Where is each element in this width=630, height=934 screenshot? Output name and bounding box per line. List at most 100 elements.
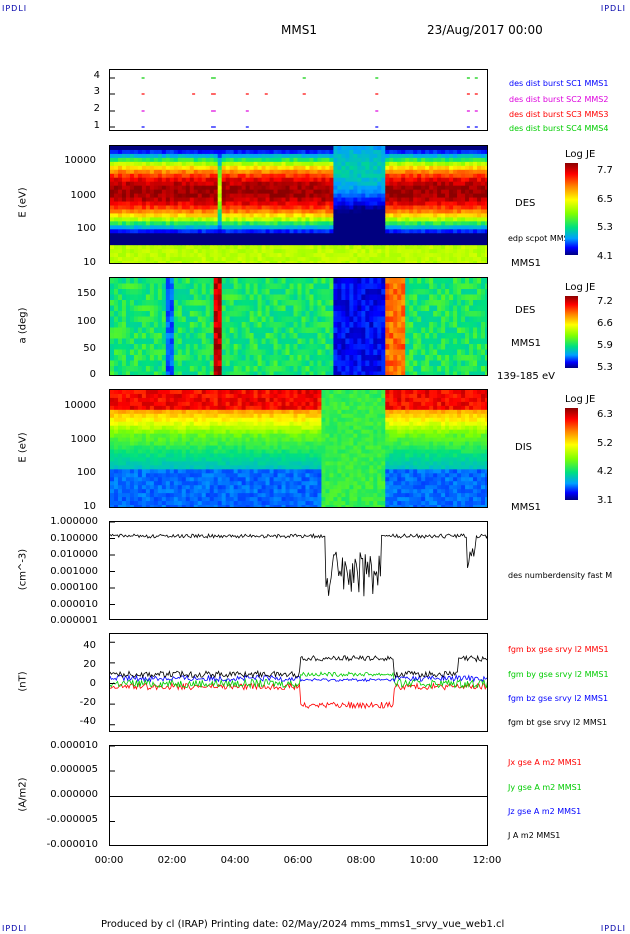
spectrogram-cell	[129, 237, 135, 242]
spectrogram-cell	[333, 316, 338, 323]
spectrogram-cell	[277, 169, 283, 175]
spectrogram-cell	[181, 349, 187, 356]
spectrogram-cell	[481, 165, 486, 171]
spectrogram-cell	[285, 241, 291, 246]
spectrogram-cell	[349, 366, 354, 373]
spectrogram-cell	[261, 249, 267, 254]
spectrogram-cell	[133, 344, 139, 351]
spectrogram-cell	[245, 289, 251, 296]
spectrogram-cell	[413, 173, 418, 179]
spectrogram-cell	[321, 221, 327, 226]
spectrogram-cell	[313, 193, 319, 199]
spectrogram-cell	[145, 390, 151, 395]
spectrogram-cell	[465, 161, 470, 167]
spectrogram-cell	[253, 327, 259, 334]
spectrogram-cell	[181, 283, 187, 290]
spectrogram-cell	[313, 355, 319, 362]
spectrogram-cell	[113, 457, 119, 462]
spectrogram-cell	[301, 153, 307, 159]
spectrogram-cell	[161, 197, 167, 203]
spectrogram-cell	[441, 355, 446, 362]
spectrogram-cell	[389, 344, 394, 351]
spectrogram-cell	[141, 505, 147, 507]
spectrogram-cell	[117, 294, 123, 301]
corner-label-top-right: IPDLI	[600, 4, 626, 13]
spectrogram-cell	[453, 181, 458, 187]
spectrogram-cell	[481, 201, 486, 207]
spectrogram-cell	[465, 344, 470, 351]
spectrogram-cell	[401, 300, 406, 307]
spectrogram-cell	[273, 153, 279, 159]
spectrogram-cell	[393, 217, 398, 222]
spectrogram-cell	[193, 311, 199, 318]
spectrogram-cell	[425, 165, 430, 171]
spectrogram-cell	[341, 294, 346, 301]
spectrogram-cell	[425, 355, 430, 362]
spectrogram-cell	[189, 327, 195, 334]
spectrogram-cell	[257, 225, 263, 230]
spectrogram-cell	[277, 249, 283, 254]
spectrogram-cell	[205, 229, 211, 234]
spectrogram-cell	[173, 261, 179, 263]
spectrogram-cell	[177, 360, 183, 367]
spectrogram-cell	[265, 189, 271, 195]
spectrogram-cell	[453, 213, 458, 218]
spectrogram-cell	[293, 371, 299, 375]
spectrogram-cell	[237, 278, 243, 285]
spectrogram-cell	[457, 249, 462, 254]
spectrogram-cell	[225, 217, 231, 222]
spectrogram-cell	[461, 249, 466, 254]
spectrogram-cell	[121, 253, 127, 258]
spectrogram-cell	[149, 185, 155, 191]
spectrogram-cell	[225, 209, 231, 215]
spectrogram-cell	[193, 185, 199, 191]
spectrogram-cell	[169, 237, 175, 242]
spectrogram-cell	[269, 327, 275, 334]
spectrogram-cell	[197, 360, 203, 367]
spectrogram-cell	[293, 229, 299, 234]
spectrogram-cell	[337, 221, 342, 226]
spectrogram-cell	[185, 197, 191, 203]
spectrogram-cell	[281, 233, 287, 238]
spectrogram-cell	[117, 366, 123, 373]
spectrogram-cell	[445, 333, 450, 340]
spectrogram-cell	[117, 146, 123, 151]
spectrogram-cell	[141, 169, 147, 175]
spectrogram-cell	[110, 485, 115, 490]
spectrogram-cell	[281, 149, 287, 155]
spectrogram-cell	[317, 185, 323, 191]
spectrogram-cell	[433, 233, 438, 238]
spectrogram-cell	[445, 241, 450, 246]
spectrogram-cell	[137, 245, 143, 250]
spectrogram-cell	[121, 390, 127, 395]
spectrogram-cell	[381, 349, 386, 356]
spectrogram-cell	[253, 338, 259, 345]
spectrogram-cell	[153, 461, 159, 466]
spectrogram-cell	[441, 146, 446, 151]
spectrogram-cell	[197, 213, 203, 218]
spectrogram-cell	[129, 229, 135, 234]
spectrogram-cell	[153, 213, 159, 218]
spectrogram-cell	[441, 173, 446, 179]
spectrogram-cell	[309, 253, 315, 258]
spectrogram-cell	[389, 322, 394, 329]
spectrogram-cell	[110, 209, 115, 215]
spectrogram-cell	[397, 161, 402, 167]
spectrogram-cell	[353, 371, 358, 375]
spectrogram-cell	[321, 366, 327, 373]
spectrogram-cell	[225, 221, 231, 226]
spectrogram-cell	[201, 237, 207, 242]
spectrogram-cell	[117, 417, 123, 423]
spectrogram-cell	[345, 305, 350, 312]
spectrogram-cell	[477, 316, 482, 323]
spectrogram-cell	[110, 257, 115, 262]
spectrogram-cell	[413, 261, 418, 263]
spectrogram-cell	[281, 237, 287, 242]
spectrogram-cell	[197, 165, 203, 171]
spectrogram-cell	[169, 209, 175, 215]
spectrogram-cell	[405, 201, 410, 207]
spectrogram-cell	[113, 473, 119, 478]
spectrogram-cell	[133, 173, 139, 179]
spectrogram-cell	[241, 327, 247, 334]
spectrogram-cell	[273, 201, 279, 207]
